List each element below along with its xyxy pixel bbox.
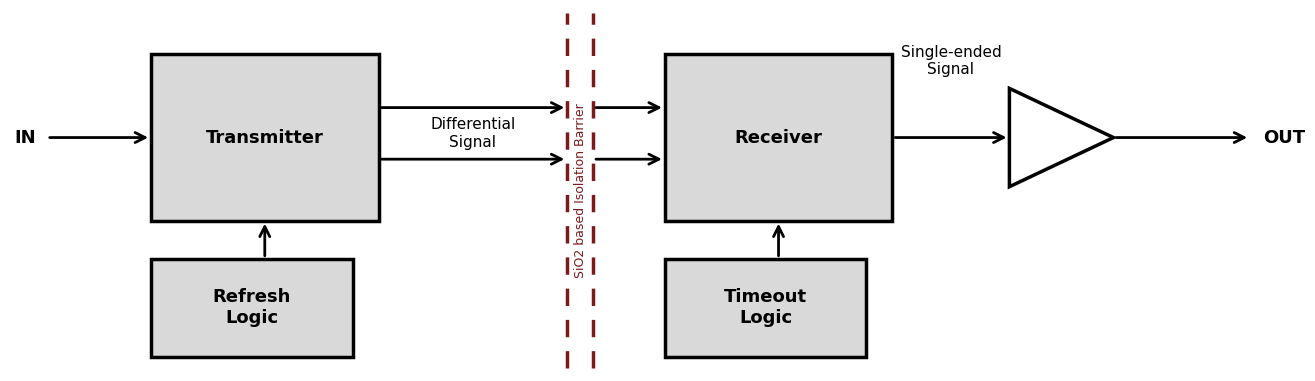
Text: Refresh
Logic: Refresh Logic (213, 288, 291, 327)
Bar (151, 54, 379, 221)
Text: Timeout
Logic: Timeout Logic (725, 288, 807, 327)
Text: IN: IN (14, 128, 36, 147)
Text: Transmitter: Transmitter (206, 128, 323, 147)
Text: OUT: OUT (1262, 128, 1306, 147)
Text: Receiver: Receiver (735, 128, 822, 147)
Text: Single-ended
Signal: Single-ended Signal (901, 45, 1001, 77)
Bar (151, 259, 352, 357)
Text: Differential
Signal: Differential Signal (430, 117, 515, 150)
Bar (664, 259, 867, 357)
Text: SiO2 based Isolation Barrier: SiO2 based Isolation Barrier (573, 103, 586, 278)
Bar (664, 54, 893, 221)
